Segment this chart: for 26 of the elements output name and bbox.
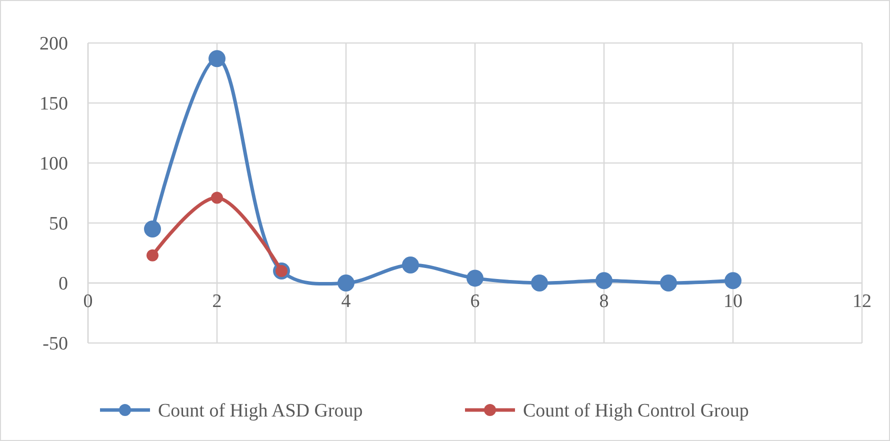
legend-label: Count of High Control Group — [523, 400, 749, 422]
point — [531, 274, 548, 292]
point — [660, 274, 677, 292]
point — [144, 220, 161, 238]
x-tick-label: 4 — [341, 291, 352, 312]
y-tick-label: 0 — [58, 274, 68, 295]
x-tick-label: 6 — [470, 291, 480, 312]
point — [146, 249, 158, 262]
point — [211, 192, 223, 204]
point — [724, 272, 742, 290]
y-tick-label: 50 — [49, 214, 68, 235]
point — [402, 256, 419, 274]
y-tick-label: -50 — [42, 334, 68, 355]
x-tick-label: 8 — [599, 291, 609, 312]
point — [596, 272, 612, 290]
legend-label: Count of High ASD Group — [158, 400, 363, 422]
point — [466, 270, 484, 287]
point — [338, 274, 354, 292]
point — [208, 50, 226, 68]
y-tick-label: 150 — [40, 94, 68, 115]
x-tick-label: 10 — [724, 291, 742, 312]
x-tick-label: 2 — [212, 291, 222, 312]
y-tick-label: 200 — [40, 34, 68, 55]
y-tick-label: 100 — [40, 154, 68, 175]
x-tick-label: 12 — [852, 291, 872, 312]
x-tick-label: 0 — [83, 291, 93, 312]
